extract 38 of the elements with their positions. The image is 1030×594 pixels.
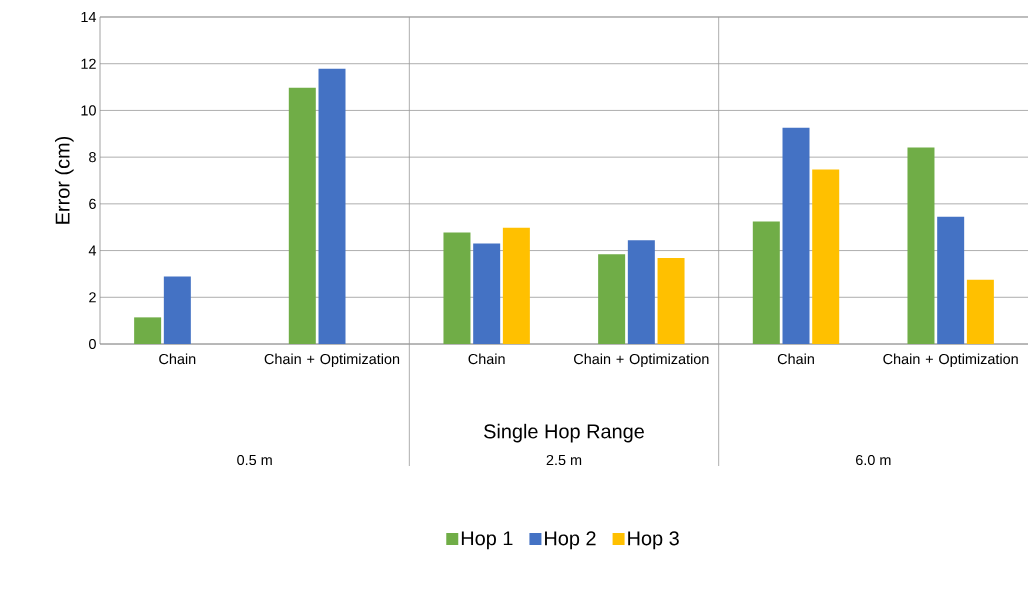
x-tick-label: Chain <box>468 353 505 365</box>
bar <box>473 243 501 344</box>
y-tick-label: 0 <box>89 338 96 350</box>
x-tick-label: Chain <box>777 353 814 365</box>
legend-label: Hop 2 <box>545 531 596 550</box>
y-tick-label: 14 <box>81 12 97 22</box>
y-tick-label: 12 <box>81 58 96 69</box>
x-tick-label: Chain + Optimization <box>574 353 709 367</box>
x-tick-label: Chain + Optimization <box>264 353 400 367</box>
y-tick-label: 6 <box>89 198 96 209</box>
bar <box>443 232 471 344</box>
y-tick-label: 4 <box>88 245 97 256</box>
y-tick-label: 10 <box>81 105 96 116</box>
bar <box>966 279 994 344</box>
text: 2.5 m <box>546 454 582 466</box>
y-tick-label: 8 <box>89 152 96 163</box>
y-tick-label: 2 <box>89 292 96 303</box>
bar <box>937 216 965 344</box>
bar <box>598 254 626 344</box>
bar <box>812 169 840 344</box>
x-tick-label: Chain + Optimization <box>883 353 1018 367</box>
x-axis-title: Single Hop Range <box>484 423 644 443</box>
bar <box>782 127 810 344</box>
bar <box>502 227 530 344</box>
legend-label: Hop 1 <box>461 531 513 550</box>
bar <box>657 258 685 344</box>
bar <box>907 147 935 344</box>
bar <box>134 317 162 344</box>
bar <box>163 276 191 344</box>
text: 0.5 m <box>237 454 272 466</box>
x-tick-label: Chain <box>159 353 196 365</box>
bar <box>318 68 346 344</box>
y-axis-title: Error (cm) <box>55 136 74 224</box>
text: 6.0 m <box>856 454 891 466</box>
bar <box>752 221 780 344</box>
bar <box>627 240 655 344</box>
legend-label: Hop 3 <box>628 531 679 550</box>
bar <box>288 87 316 344</box>
